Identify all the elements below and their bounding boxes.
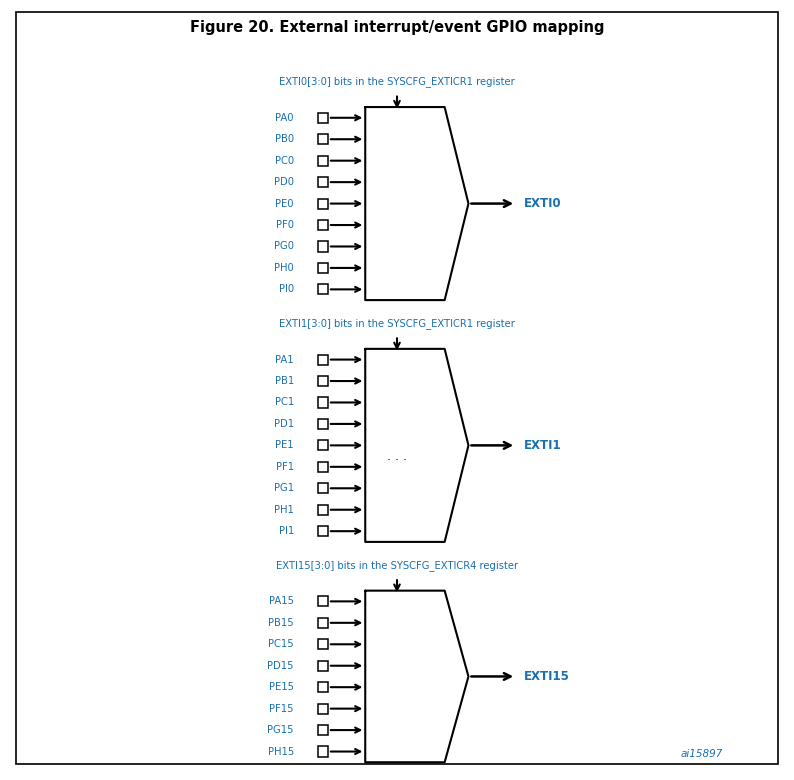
Text: PH0: PH0 (274, 263, 294, 273)
Bar (318, 398, 328, 408)
Bar (318, 440, 328, 451)
Text: PC0: PC0 (275, 156, 294, 165)
Text: PC1: PC1 (275, 398, 294, 407)
Bar (318, 156, 328, 166)
Bar (318, 220, 328, 230)
Text: PD1: PD1 (274, 419, 294, 429)
Bar (318, 526, 328, 537)
Text: PB1: PB1 (275, 376, 294, 386)
Bar (318, 354, 328, 365)
Text: PA0: PA0 (276, 113, 294, 122)
Bar (318, 134, 328, 144)
Bar (318, 284, 328, 294)
Bar (318, 596, 328, 607)
Text: PE15: PE15 (269, 682, 294, 692)
Bar (318, 746, 328, 757)
Bar (318, 242, 328, 251)
Text: PE1: PE1 (276, 441, 294, 450)
Bar (318, 661, 328, 671)
Text: PF1: PF1 (276, 462, 294, 472)
Text: EXTI1: EXTI1 (524, 439, 561, 452)
Text: PF0: PF0 (276, 220, 294, 230)
Text: PI0: PI0 (279, 285, 294, 294)
Text: EXTI15: EXTI15 (524, 670, 570, 683)
Text: PA1: PA1 (276, 355, 294, 364)
Bar (318, 725, 328, 735)
Text: ai15897: ai15897 (680, 750, 723, 759)
Bar (318, 640, 328, 649)
Text: PB0: PB0 (275, 134, 294, 144)
Bar (318, 462, 328, 472)
Text: PE0: PE0 (276, 199, 294, 208)
Text: PF15: PF15 (269, 704, 294, 714)
Text: PD15: PD15 (268, 661, 294, 671)
Text: PI1: PI1 (279, 526, 294, 536)
Text: PH15: PH15 (268, 746, 294, 757)
Text: PG0: PG0 (274, 242, 294, 251)
Text: PD0: PD0 (274, 177, 294, 187)
Text: PB15: PB15 (268, 618, 294, 628)
Text: Figure 20. External interrupt/event GPIO mapping: Figure 20. External interrupt/event GPIO… (190, 20, 604, 35)
Text: PG1: PG1 (274, 484, 294, 493)
Bar (318, 376, 328, 386)
Bar (318, 484, 328, 494)
Bar (318, 419, 328, 429)
Bar (318, 113, 328, 123)
Text: EXTI1[3:0] bits in the SYSCFG_EXTICR1 register: EXTI1[3:0] bits in the SYSCFG_EXTICR1 re… (279, 318, 515, 329)
Bar (318, 682, 328, 693)
Bar (318, 177, 328, 187)
Bar (318, 618, 328, 628)
Bar (318, 505, 328, 515)
Text: . . .: . . . (387, 450, 407, 463)
Text: EXTI0: EXTI0 (524, 197, 561, 210)
Text: PA15: PA15 (269, 597, 294, 606)
Text: PG15: PG15 (268, 725, 294, 735)
Text: PH1: PH1 (274, 505, 294, 515)
Bar (318, 198, 328, 208)
Text: PC15: PC15 (268, 640, 294, 649)
Bar (318, 704, 328, 714)
Text: EXTI15[3:0] bits in the SYSCFG_EXTICR4 register: EXTI15[3:0] bits in the SYSCFG_EXTICR4 r… (276, 560, 518, 571)
Bar (318, 263, 328, 273)
Text: EXTI0[3:0] bits in the SYSCFG_EXTICR1 register: EXTI0[3:0] bits in the SYSCFG_EXTICR1 re… (279, 76, 515, 87)
